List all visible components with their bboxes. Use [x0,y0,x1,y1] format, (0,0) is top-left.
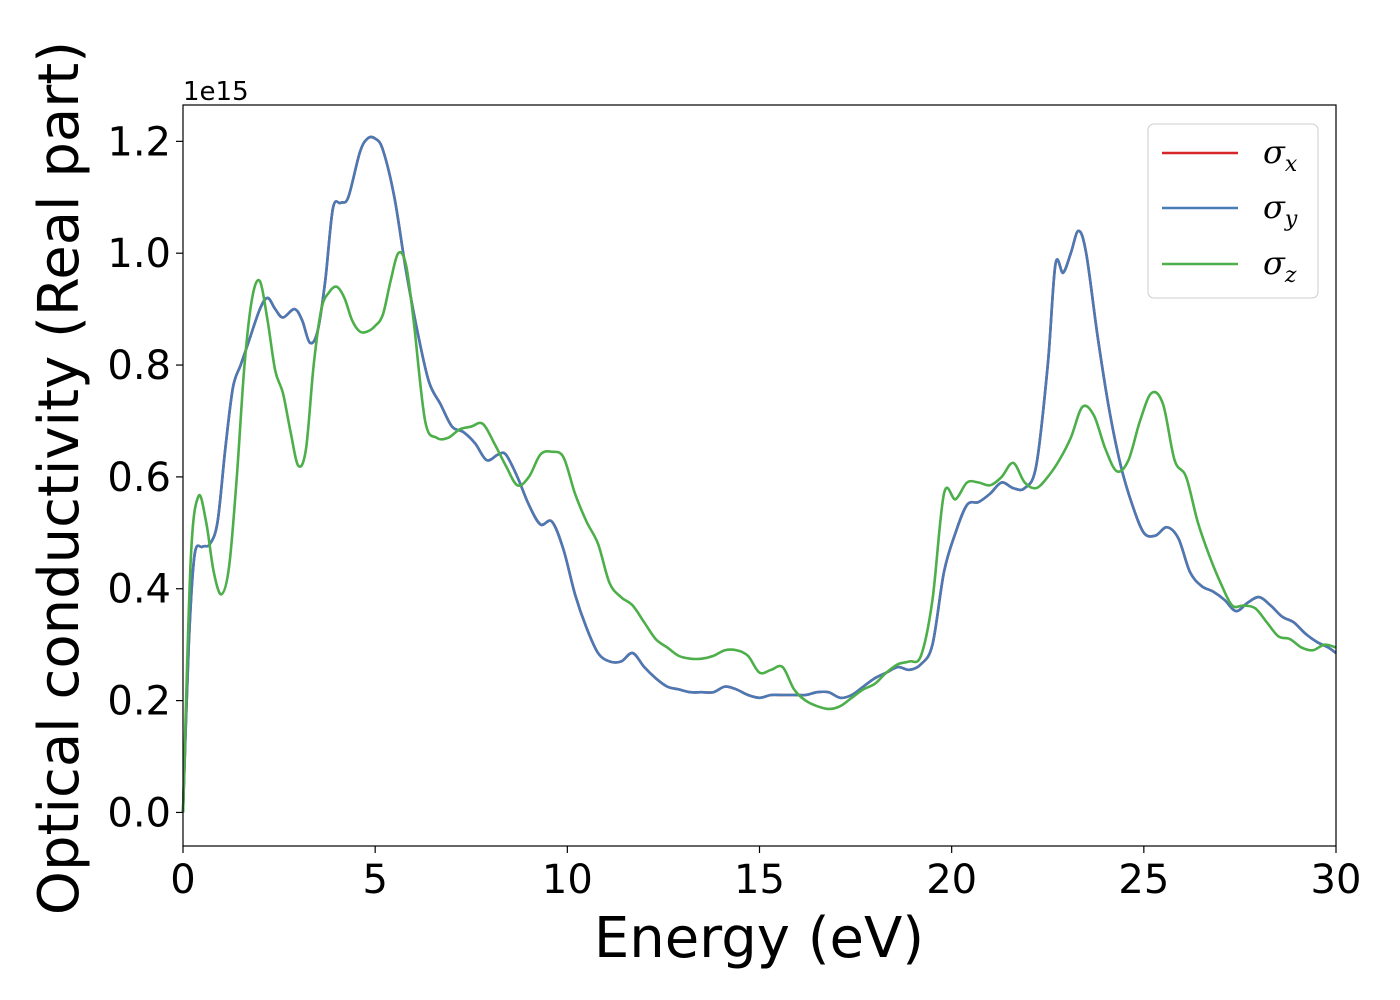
y-tick-label: 0.4 [107,567,171,613]
legend-label-sigma-x: σx [1263,133,1298,177]
series-line-sigma-z [181,250,1337,813]
x-tick-label: 25 [1118,857,1169,903]
legend-label-sigma-y: σy [1263,188,1298,232]
x-tick-label: 10 [542,857,593,903]
series-line-sigma-y [181,135,1337,813]
x-axis-ticks: 0 5 10 15 20 25 30 [170,846,1361,903]
y-tick-label: 0.0 [107,790,171,836]
series-lines [181,135,1337,813]
y-tick-label: 0.8 [107,343,171,389]
x-tick-label: 15 [734,857,785,903]
y-tick-label: 0.2 [107,679,171,725]
y-axis-offset-label: 1e15 [183,77,249,107]
x-tick-label: 0 [170,857,195,903]
y-tick-label: 0.6 [107,455,171,501]
y-axis-title: Optical conductivity (Real part) [27,41,92,915]
y-tick-label: 1.0 [107,231,171,277]
legend: σx σy σz [1147,123,1319,299]
y-axis-ticks: 0.0 0.2 0.4 0.6 0.8 1.0 1.2 [107,119,183,836]
x-tick-label: 20 [926,857,977,903]
x-axis-title: Energy (eV) [594,906,924,971]
y-tick-label: 1.2 [107,119,171,165]
x-tick-label: 5 [362,857,387,903]
legend-label-sigma-z: σz [1263,244,1297,288]
legend-box [1147,123,1319,299]
x-tick-label: 30 [1311,857,1362,903]
